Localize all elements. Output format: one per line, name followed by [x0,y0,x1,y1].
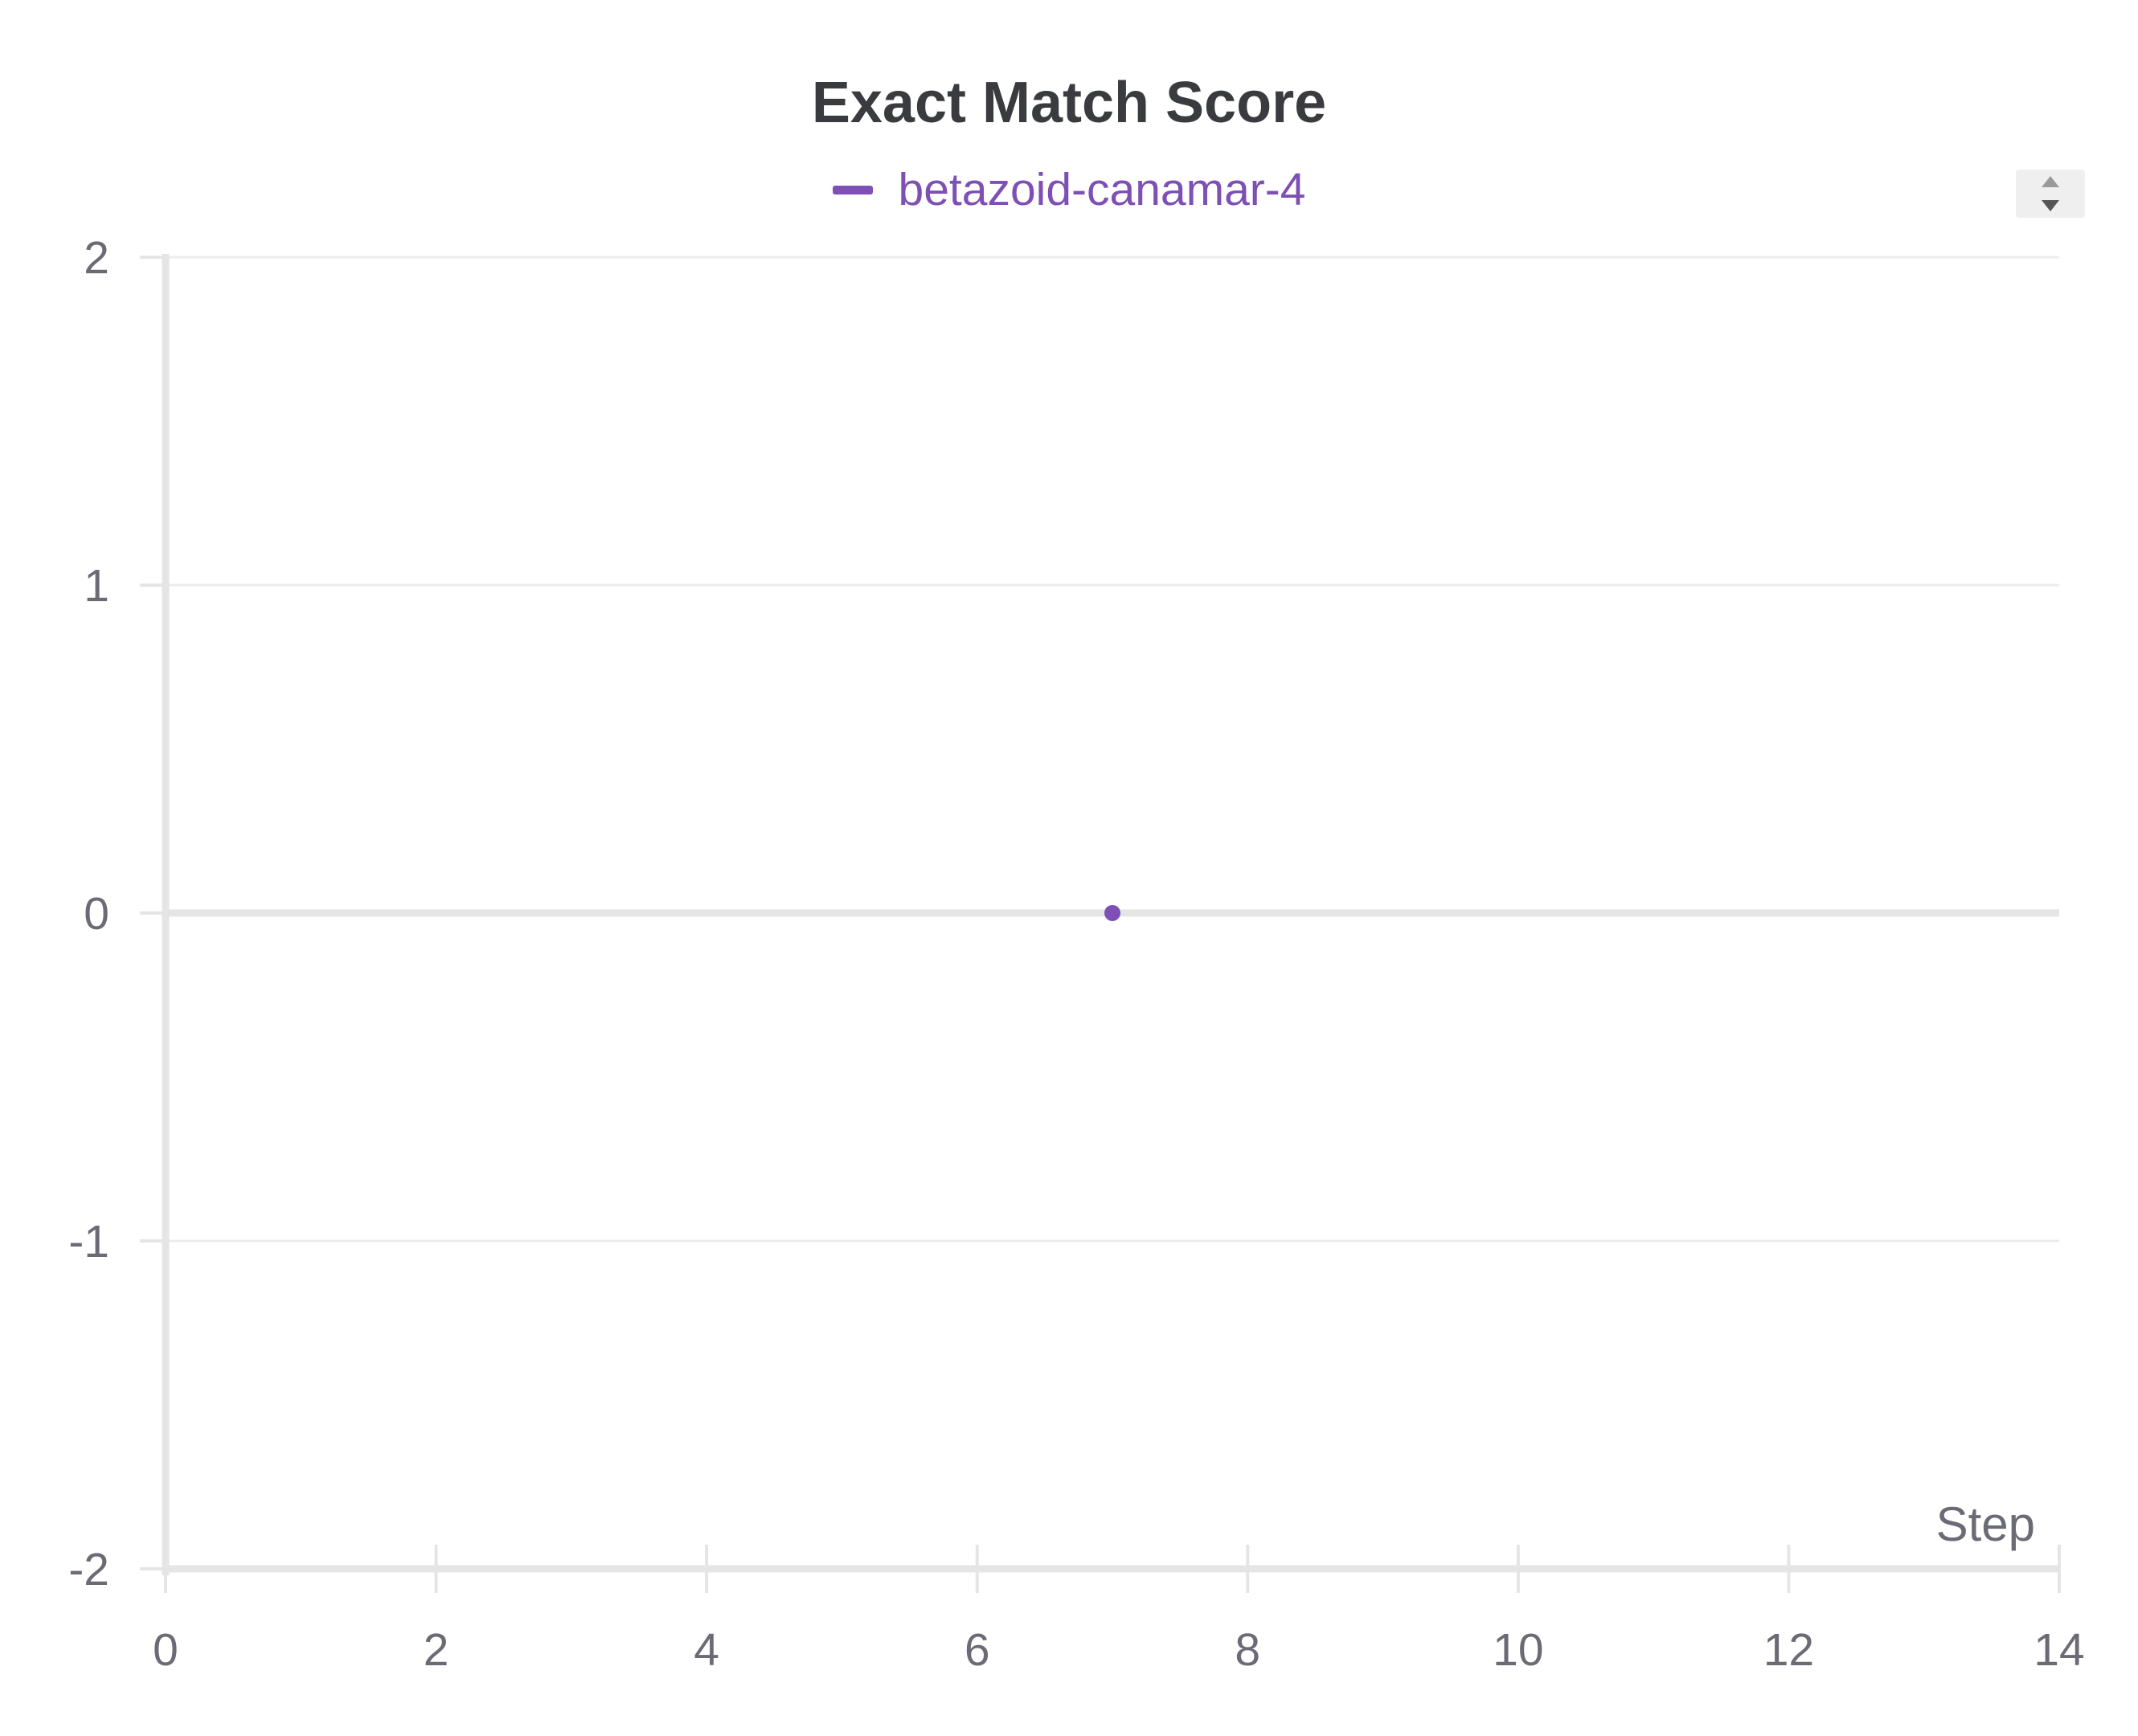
y-tick-label: 1 [84,560,109,612]
legend-scroll-button[interactable] [2016,170,2085,218]
chart-title: Exact Match Score [811,71,1327,135]
data-point [1104,905,1120,921]
x-tick-label: 6 [965,1624,990,1676]
y-tick-label: -1 [68,1216,109,1267]
x-tick-label: 12 [1763,1624,1814,1676]
x-tick-label: 4 [694,1624,719,1676]
x-tick-label: 10 [1493,1624,1543,1676]
y-tick-label: 2 [84,232,109,284]
x-axis-label: Step [1936,1497,2035,1551]
up-down-arrows-icon [2042,176,2059,211]
legend: betazoid-canamar-4 [0,167,2138,213]
x-tick-label: 8 [1235,1624,1260,1676]
axes [140,254,2061,1593]
x-tick-label: 2 [424,1624,449,1676]
y-tick-label: 0 [84,888,109,940]
x-tick-label: 0 [153,1624,178,1676]
legend-swatch [832,186,873,194]
y-tick-label: -2 [68,1544,109,1595]
legend-series-label[interactable]: betazoid-canamar-4 [898,164,1306,215]
series-layer [1104,905,1120,921]
x-tick-label: 14 [2034,1624,2084,1676]
